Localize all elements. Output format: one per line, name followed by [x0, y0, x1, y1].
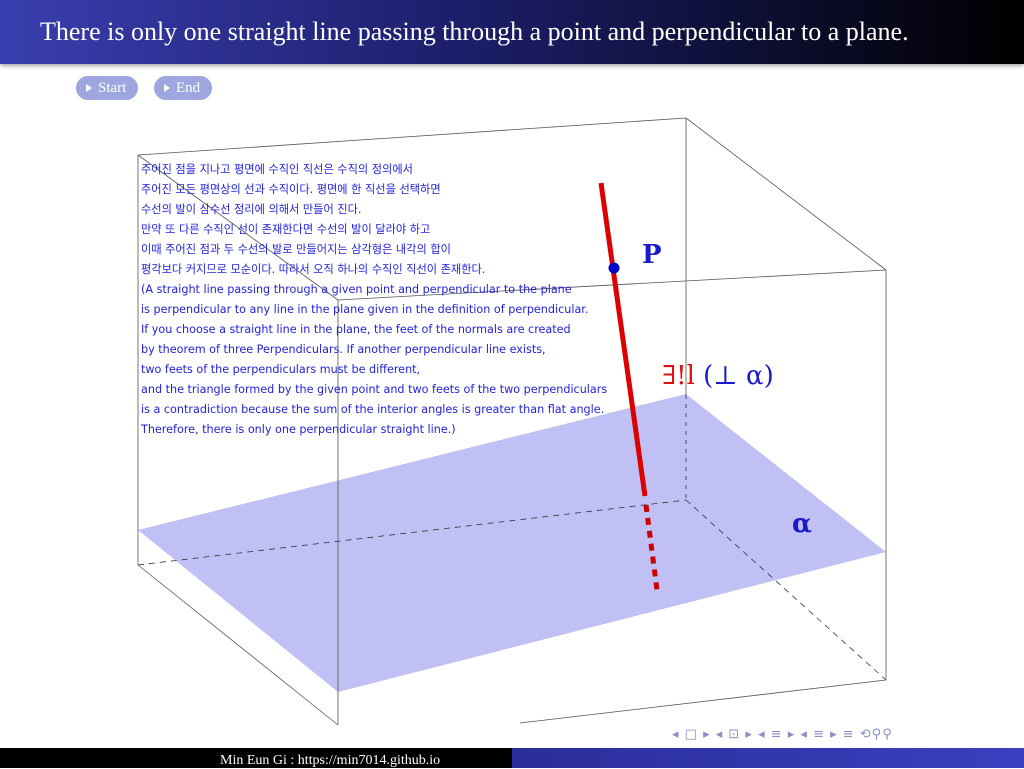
- perpendicular-line-hidden: [643, 504, 660, 591]
- start-button-label: Start: [98, 80, 127, 96]
- line-label: ∃!l (⊥ α): [662, 361, 774, 391]
- description-line: is a contradiction because the sum of th…: [141, 403, 605, 416]
- point-label: P: [642, 240, 662, 270]
- description-line: 이때 주어진 점과 두 수선의 발로 만들어지는 삼각형은 내각의 합이: [141, 243, 451, 256]
- description-line: Therefore, there is only one perpendicul…: [141, 423, 456, 436]
- play-triangle-icon: [164, 84, 170, 92]
- footer-author: Min Eun Gi : https://min7014.github.io: [220, 753, 441, 768]
- plane-label: α: [792, 509, 813, 539]
- plane-alpha: [138, 394, 886, 692]
- box-hidden-edge: [137, 499, 687, 566]
- bounding-box: [137, 117, 887, 726]
- description-line: If you choose a straight line in the pla…: [141, 323, 571, 336]
- footer-left-panel: [0, 748, 512, 768]
- line-label-exists: ∃!: [662, 361, 687, 391]
- description-line: 평각보다 커지므로 모순이다. 따라서 오직 하나의 수직인 직선이 존재한다.: [141, 263, 486, 276]
- description-line: two feets of the perpendiculars must be …: [141, 363, 421, 376]
- beamer-navigation[interactable]: ◂ □ ▸ ◂ ⊡ ▸ ◂ ≡ ▸ ◂ ≡ ▸ ≡ ⟲⚲⚲: [672, 727, 893, 742]
- description-line: 만약 또 다른 수직인 선이 존재한다면 수선의 발이 달라야 하고: [141, 223, 431, 236]
- line-label-rest: (⊥ α): [694, 361, 774, 391]
- end-button-label: End: [176, 80, 201, 96]
- description-line: 주어진 모든 평면상의 선과 수직이다. 평면에 한 직선을 선택하면: [141, 183, 441, 196]
- point-p[interactable]: [608, 262, 620, 274]
- description-line: by theorem of three Perpendiculars. If a…: [141, 343, 546, 356]
- description-line: (A straight line passing through a given…: [141, 283, 572, 296]
- description-line: is perpendicular to any line in the plan…: [141, 303, 589, 316]
- box-hidden-edge: [685, 499, 887, 681]
- slide-footer: Min Eun Gi : https://min7014.github.io: [0, 748, 1024, 768]
- proof-description: 주어진 점을 지나고 평면에 수직인 직선은 수직의 정의에서 주어진 모든 평…: [141, 160, 611, 440]
- slide-title: There is only one straight line passing …: [40, 17, 909, 46]
- start-button[interactable]: Start: [76, 76, 139, 100]
- line-label-var: l: [686, 361, 695, 391]
- slide-header: There is only one straight line passing …: [0, 0, 1024, 64]
- description-line: 주어진 점을 지나고 평면에 수직인 직선은 수직의 정의에서: [141, 163, 413, 176]
- perpendicular-line: [598, 182, 648, 497]
- end-button[interactable]: End: [154, 76, 213, 100]
- footer-right-panel: [512, 748, 1024, 768]
- description-line: 수선의 발이 삼수선 정리에 의해서 만들어 진다.: [141, 203, 362, 216]
- play-triangle-icon: [86, 84, 92, 92]
- description-line: and the triangle formed by the given poi…: [141, 383, 608, 396]
